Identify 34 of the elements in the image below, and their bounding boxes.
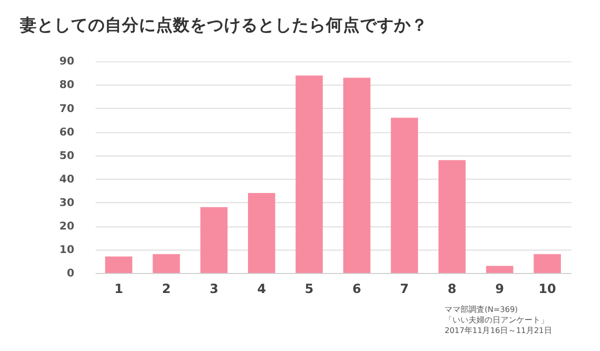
x-tick-label: 9: [495, 280, 504, 296]
y-tick-label: 20: [59, 219, 74, 232]
x-tick-label: 1: [114, 280, 124, 296]
bar: [200, 207, 228, 273]
y-tick-label: 90: [59, 54, 74, 68]
y-tick-label: 0: [66, 266, 74, 280]
x-tick-label: 8: [448, 280, 456, 296]
bar: [296, 75, 323, 273]
text: 「いい夫婦の日アンケート」: [444, 316, 549, 324]
x-tick-label: 7: [400, 280, 409, 296]
bar: [534, 254, 561, 273]
text: ママ部調査(N=369): [444, 304, 518, 314]
y-tick-label: 40: [59, 172, 74, 186]
chart-title: 妻としての自分に点数をつけるとしたら何点ですか？: [19, 15, 428, 34]
y-tick-label: 70: [59, 102, 74, 115]
bar: [343, 78, 370, 273]
y-tick-label: 60: [59, 125, 74, 138]
text: 2017年11月16日～11月21日: [444, 326, 552, 336]
bar: [438, 160, 466, 273]
bar: [390, 118, 418, 273]
x-tick-label: 2: [162, 280, 171, 296]
x-tick-label: 4: [257, 280, 266, 296]
bar: [152, 254, 180, 273]
y-tick-label: 10: [59, 242, 74, 256]
x-tick-label: 6: [352, 280, 362, 296]
x-tick-label: 5: [304, 280, 314, 296]
x-tick-label: 10: [538, 280, 556, 296]
bar: [105, 256, 132, 273]
y-tick-label: 30: [59, 196, 74, 209]
bar: [248, 193, 276, 273]
y-tick-label: 50: [59, 148, 74, 162]
y-tick-label: 80: [59, 78, 74, 92]
bar: [486, 266, 514, 273]
x-tick-label: 3: [210, 280, 218, 296]
